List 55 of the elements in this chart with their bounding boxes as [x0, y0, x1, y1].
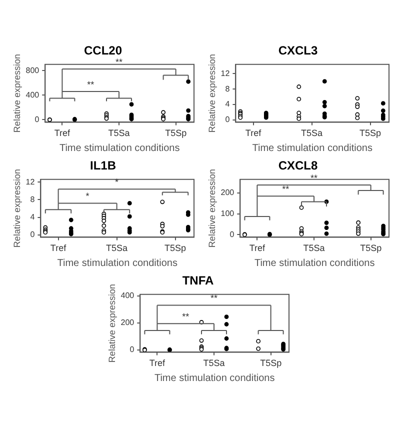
x-tick-label: T5Sa [301, 128, 323, 138]
y-axis-title: Relative expression [12, 169, 22, 248]
y-tick-label: 12 [26, 177, 36, 186]
annotation: ** [87, 79, 95, 90]
x-tick-label: Tref [149, 358, 166, 368]
annotation: * [86, 191, 90, 202]
chart-title: CXCL3 [278, 44, 318, 58]
x-tick-label: T5Sp [360, 243, 382, 254]
x-tick-label: Tref [54, 128, 71, 138]
chart-title: CXCL8 [278, 158, 318, 173]
annotation: * [115, 177, 120, 188]
x-tick-label: T5Sp [164, 243, 186, 254]
x-tick-label: T5Sp [260, 358, 282, 368]
y-tick-label: 0 [230, 230, 235, 239]
x-axis-title: Time stimulation conditions [154, 372, 275, 384]
y-tick-label: 8 [225, 84, 230, 94]
x-axis-title: Time stimulation conditions [59, 142, 180, 154]
y-tick-label: 400 [26, 90, 40, 100]
y-tick-label: 4 [225, 100, 230, 109]
x-tick-label: T5Sa [106, 243, 128, 254]
y-axis-title: Relative expression [206, 169, 217, 248]
y-axis-title: Relative expression [12, 54, 22, 133]
y-tick-label: 100 [220, 209, 235, 218]
chart-title: TNFA [182, 274, 214, 288]
x-tick-label: Tref [50, 243, 67, 254]
y-axis-title: Relative expression [106, 284, 117, 363]
x-tick-label: Tref [249, 243, 266, 254]
y-tick-label: 0 [34, 114, 40, 124]
x-tick-label: T5Sp [165, 128, 187, 138]
y-tick-label: 0 [30, 230, 36, 240]
x-tick-label: T5Sa [108, 128, 130, 138]
x-axis-title: Time stimulation conditions [57, 258, 178, 269]
y-axis-title: Relative expression [206, 54, 217, 133]
x-tick-label: T5Sa [203, 358, 225, 368]
x-tick-label: T5Sp [360, 128, 382, 138]
y-tick-label: 200 [120, 318, 135, 328]
chart-title: CCL20 [84, 44, 122, 58]
y-tick-label: 12 [220, 68, 230, 78]
y-tick-label: 8 [30, 194, 36, 204]
y-tick-label: 400 [120, 290, 135, 300]
x-tick-label: Tref [245, 128, 262, 138]
annotation: ** [210, 293, 218, 304]
y-tick-label: 0 [130, 345, 135, 354]
x-axis-title: Time stimulation conditions [252, 142, 372, 154]
x-axis-title: Time stimulation conditions [254, 258, 375, 269]
y-tick-label: 200 [220, 188, 235, 198]
annotation: ** [282, 184, 290, 194]
annotation: ** [116, 56, 123, 67]
annotation: ** [182, 312, 190, 322]
y-tick-label: 0 [225, 115, 230, 124]
x-tick-label: T5Sa [303, 243, 325, 254]
chart-title: IL1B [90, 158, 116, 173]
y-tick-label: 800 [26, 66, 40, 75]
y-tick-label: 4 [30, 212, 36, 222]
annotation: ** [310, 173, 318, 184]
